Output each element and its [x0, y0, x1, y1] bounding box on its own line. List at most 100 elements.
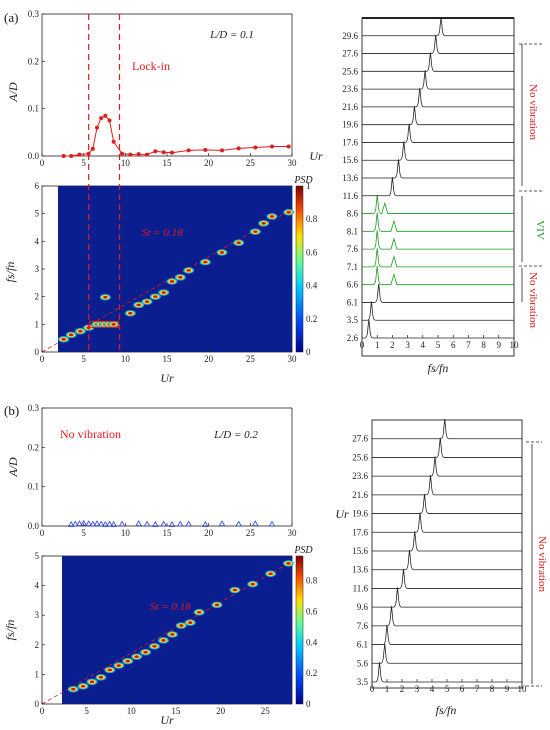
a-psd-xtick-label: 15	[163, 354, 173, 364]
a-amp-point	[107, 118, 112, 123]
b-amp-point	[76, 520, 83, 527]
b-amp-point	[89, 520, 97, 527]
a-amp-plot: 0 5 10 15 20 25 30 0.0 0.1 0.2 0.3 A/D L/D = 0.1 L…	[6, 9, 297, 168]
b-amp-frame	[41, 407, 293, 527]
a-psd-peak-core	[286, 210, 291, 214]
b-wf-row-label: 21.6	[352, 490, 368, 500]
b-amp-point	[177, 520, 184, 527]
b-wf-xtick-label: 8	[490, 684, 495, 694]
a-amp-xtick-label: 15	[163, 158, 173, 168]
a-wf-row-trace	[362, 230, 514, 250]
a-wf-row-trace	[362, 265, 514, 286]
b-amp-point	[110, 521, 117, 527]
a-amp-point	[103, 113, 108, 118]
b-amp-point	[152, 521, 159, 527]
a-psd-peak-core	[186, 269, 191, 272]
b-wf-xtick-label: 9	[505, 684, 510, 694]
a-wf-row-label: 13.6	[342, 173, 358, 183]
a-region-brackets: No vibration VIV No vibration	[519, 43, 546, 328]
b-psd-peak-core	[134, 655, 139, 658]
b-wf-row-trace	[372, 568, 522, 589]
a-wf-xtick-label: 1	[375, 340, 380, 350]
a-amp-point	[161, 150, 166, 155]
a-amp-ytick-label: 0.2	[28, 56, 39, 66]
b-wf-xlabel: fs/fn	[436, 703, 457, 717]
b-psd-colorbar-tick: 0	[306, 699, 311, 709]
a-wf-row-trace	[362, 177, 514, 197]
b-psd-plot: 0 5 10 15 20 25 0 1 2 3 4 5 fs/fn Ur St = 0.18 PSD 0…	[3, 545, 318, 727]
a-amp-xtick-label: 20	[204, 158, 214, 168]
b-wf-xtick-label: 1	[385, 684, 390, 694]
b-psd-colorbar-tick: 0.2	[306, 668, 317, 678]
b-amp-ytick-label: 0.3	[28, 403, 40, 413]
a-amp-xtick-label: 0	[40, 158, 45, 168]
a-wf-row-label: 6.1	[347, 297, 358, 307]
a-wf-row-label: 29.6	[342, 31, 358, 41]
a-amp-point	[186, 148, 191, 153]
b-wf-ylabel: Ur	[335, 507, 349, 521]
b-amp-xtick-label: 15	[163, 528, 173, 538]
b-wf-row-trace	[372, 475, 522, 496]
a-wf-row-trace	[362, 248, 514, 268]
a-amp-point	[286, 144, 291, 149]
a-amp-ytick-label: 0.1	[28, 104, 39, 114]
b-psd-xtick-label: 20	[216, 706, 226, 716]
a-amp-point	[236, 146, 241, 151]
b-psd-peak-core	[286, 562, 291, 565]
a-amp-point	[61, 154, 66, 158]
b-psd-peak-core	[161, 639, 166, 642]
a-wf-row-label: 21.6	[342, 102, 358, 112]
b-psd-xtick-label: 0	[40, 706, 45, 716]
a-wf-row-label: 8.6	[347, 209, 359, 219]
b-psd-peak-core	[125, 659, 130, 663]
a-wf-xtick-label: 9	[497, 340, 502, 350]
a-psd-ytick-label: 3	[35, 264, 40, 274]
b-psd-colorbar-tick: 0.8	[306, 576, 318, 586]
a-lockin-annotation: Lock-in	[132, 59, 170, 73]
b-psd-ytick-label: 2	[35, 640, 40, 650]
a-amp-point	[270, 144, 274, 149]
b-wf-row-label: 19.6	[352, 509, 368, 519]
a-psd-ytick-label: 1	[35, 319, 40, 329]
a-wf-xtick-label: 0	[360, 340, 365, 350]
a-amp-point	[90, 146, 95, 151]
b-wf-row-trace	[372, 606, 522, 627]
b-wf-row-trace	[372, 437, 522, 458]
a-psd-peak-core	[236, 241, 241, 245]
b-psd-peak-core	[214, 603, 220, 607]
b-psd-ytick-label: 4	[35, 581, 40, 591]
a-amp-point	[153, 149, 158, 154]
a-wf-row-trace	[362, 301, 514, 321]
a-wf-xtick-label: 5	[436, 340, 441, 350]
a-psd-peak-core	[128, 311, 133, 315]
b-amp-point	[85, 520, 92, 527]
a-psd-xtick-label: 0	[40, 354, 45, 364]
b-psd-peak-core	[268, 572, 273, 576]
a-st-annotation: St = 0.18	[142, 227, 183, 239]
a-amp-ylabel: A/D	[6, 82, 20, 103]
b-wf-row-label: 3.5	[357, 677, 369, 687]
a-psd-colorbar-tick: 1	[306, 181, 311, 191]
a-psd-peak-core	[68, 333, 74, 337]
b-amp-ylabel: A/D	[6, 457, 20, 478]
b-wf-xtick-label: 10	[518, 684, 528, 694]
a-psd-colorbar-tick: 0	[306, 347, 311, 357]
b-amp-xtick-label: 25	[246, 528, 256, 538]
a-lockin-box	[89, 320, 120, 328]
a-wf-xtick-label: 3	[405, 340, 410, 350]
a-waterfall-plot: 2.6 3.5 6.1 6.6 7.1 7.6 8.1 8.6 11.6 13.6 15.6 17.6…	[309, 17, 546, 375]
a-amp-point	[136, 152, 141, 157]
a-wf-row-label: 8.1	[347, 226, 358, 236]
a-psd-ytick-label: 6	[35, 181, 40, 191]
a-wf-row-trace	[362, 283, 514, 303]
b-wf-row-label: 27.6	[352, 434, 368, 444]
b-amp-point	[218, 520, 226, 527]
b-psd-peak-core	[143, 650, 148, 654]
a-psd-peak-core	[219, 251, 225, 254]
b-wf-row-label: 17.6	[352, 527, 368, 537]
b-wf-row-label: 6.1	[357, 640, 368, 650]
b-waterfall-frame	[371, 419, 523, 689]
b-psd-xtick-label: 10	[127, 706, 137, 716]
a-psd-peak-core	[78, 329, 83, 333]
a-wf-row-trace	[362, 159, 514, 179]
